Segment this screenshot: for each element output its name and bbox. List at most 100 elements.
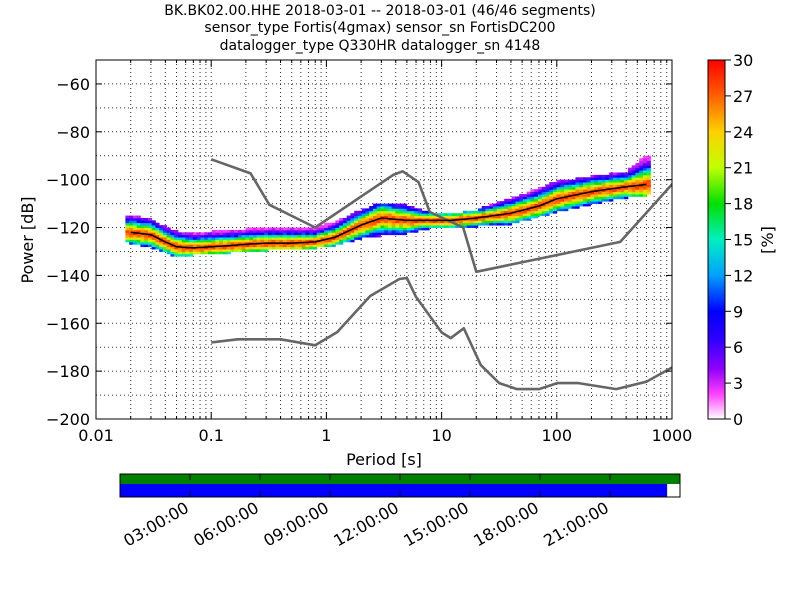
heatmap-cell <box>526 210 531 214</box>
heatmap-cell <box>410 227 415 231</box>
heatmap-cell <box>616 196 621 200</box>
heatmap-cell <box>399 220 404 224</box>
heatmap-cell <box>339 227 344 231</box>
heatmap-cell <box>252 232 258 236</box>
heatmap-cell <box>207 251 213 255</box>
heatmap-cell <box>579 201 584 204</box>
heatmap-cell <box>219 237 224 240</box>
heatmap-cell <box>174 241 179 245</box>
heatmap-cell <box>470 220 475 224</box>
heatmap-cell <box>485 217 490 221</box>
heatmap-cell <box>140 237 145 240</box>
heatmap-cell <box>147 225 153 228</box>
heatmap-cell <box>339 220 344 224</box>
heatmap-cell <box>556 189 561 193</box>
heatmap-cell <box>372 210 378 214</box>
heatmap-cell <box>170 234 175 238</box>
heatmap-cell <box>444 220 449 224</box>
heatmap-cell <box>609 174 614 178</box>
colorbar-tick-label: 18 <box>733 195 753 214</box>
heatmap-cell <box>627 167 633 171</box>
heatmap-cell <box>642 189 648 193</box>
heatmap-cell <box>365 222 370 226</box>
heatmap-cell <box>249 232 254 236</box>
heatmap-cell <box>125 215 130 219</box>
title-line-1: BK.BK02.00.HHE 2018-03-01 -- 2018-03-01 … <box>164 3 596 19</box>
heatmap-cell <box>646 186 651 190</box>
heatmap-cell <box>515 215 520 219</box>
heatmap-cell <box>384 208 389 212</box>
heatmap-cell <box>312 239 318 243</box>
heatmap-cell <box>414 225 419 228</box>
heatmap-cell <box>241 232 246 236</box>
heatmap-cell <box>410 215 415 219</box>
heatmap-cell <box>646 165 651 169</box>
heatmap-cell <box>147 227 153 231</box>
heatmap-cell <box>335 220 340 224</box>
heatmap-cell <box>312 234 318 238</box>
heatmap-cell <box>331 241 336 245</box>
heatmap-cell <box>631 172 636 176</box>
heatmap-cell <box>354 237 359 240</box>
heatmap-cell <box>226 251 231 255</box>
heatmap-cell <box>226 241 231 245</box>
heatmap-cell <box>342 239 348 243</box>
heatmap-cell <box>342 220 348 224</box>
heatmap-cell <box>354 234 359 238</box>
heatmap-cell <box>564 205 569 209</box>
heatmap-cell <box>605 198 610 202</box>
heatmap-cell <box>350 220 355 224</box>
x-tick-label: 10 <box>431 426 451 445</box>
heatmap-cell <box>301 239 306 243</box>
heatmap-cell <box>237 241 243 245</box>
heatmap-cell <box>361 227 366 231</box>
heatmap-cell <box>174 234 179 238</box>
heatmap-cell <box>342 234 348 238</box>
heatmap-cell <box>500 215 505 219</box>
heatmap-cell <box>132 229 138 233</box>
heatmap-cell <box>564 201 569 204</box>
heatmap-cell <box>541 210 546 214</box>
heatmap-cell <box>492 217 498 221</box>
heatmap-cell <box>309 237 314 240</box>
heatmap-cell <box>196 239 201 243</box>
heatmap-cell <box>361 213 366 216</box>
heatmap-cell <box>564 182 569 185</box>
heatmap-cell <box>271 244 276 248</box>
heatmap-cell <box>594 174 599 178</box>
heatmap-cell <box>177 244 183 248</box>
heatmap-cell <box>211 251 216 255</box>
heatmap-cell <box>174 237 179 240</box>
heatmap-cell <box>470 217 475 221</box>
heatmap-cell <box>481 220 486 224</box>
heatmap-cell <box>316 241 321 245</box>
heatmap-cell <box>222 232 228 236</box>
heatmap-cell <box>192 232 198 236</box>
heatmap-cell <box>331 232 336 236</box>
heatmap-cell <box>530 194 535 197</box>
heatmap-cell <box>324 229 329 233</box>
heatmap-cell <box>387 208 393 212</box>
heatmap-cell <box>429 215 434 219</box>
heatmap-cell <box>357 215 363 219</box>
heatmap-cell <box>489 203 494 207</box>
heatmap-cell <box>556 201 561 204</box>
heatmap-cell <box>279 234 284 238</box>
heatmap-cell <box>354 217 359 221</box>
heatmap-cell <box>147 232 153 236</box>
heatmap-cell <box>391 232 396 236</box>
heatmap-cell <box>646 179 651 183</box>
heatmap-cell <box>605 191 610 195</box>
heatmap-cell <box>560 205 565 209</box>
heatmap-cell <box>564 203 569 207</box>
colorbar <box>707 59 726 420</box>
heatmap-cell <box>245 227 250 231</box>
heatmap-cell <box>417 227 423 231</box>
heatmap-cell <box>530 215 535 219</box>
heatmap-cell <box>571 191 576 195</box>
heatmap-cell <box>230 232 235 236</box>
heatmap-cell <box>504 198 509 202</box>
heatmap-cell <box>376 203 381 207</box>
heatmap-cell <box>151 246 156 250</box>
heatmap-cell <box>357 227 363 231</box>
